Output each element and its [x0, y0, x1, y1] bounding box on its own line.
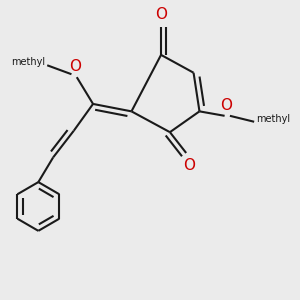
- Text: O: O: [155, 7, 167, 22]
- Text: O: O: [220, 98, 232, 113]
- Text: methyl: methyl: [11, 57, 45, 67]
- Text: O: O: [183, 158, 195, 173]
- Text: O: O: [69, 58, 81, 74]
- Text: methyl: methyl: [256, 114, 290, 124]
